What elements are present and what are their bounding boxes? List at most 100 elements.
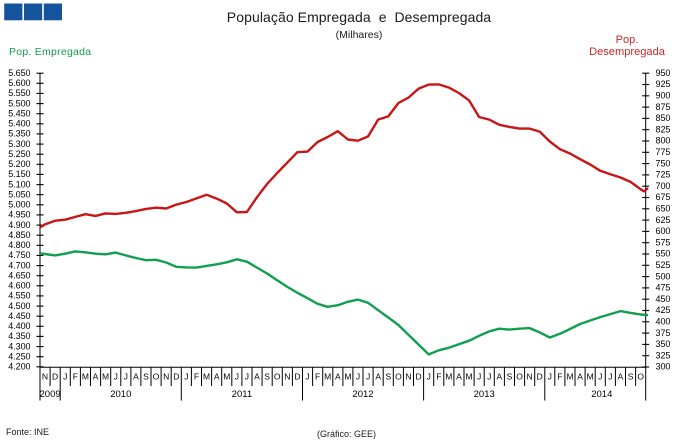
svg-text:J: J — [114, 372, 118, 382]
svg-text:O: O — [395, 372, 402, 382]
svg-text:4.450: 4.450 — [8, 311, 30, 321]
svg-text:J: J — [245, 372, 249, 382]
svg-text:4.800: 4.800 — [8, 240, 30, 250]
svg-text:800: 800 — [656, 136, 671, 146]
svg-text:A: A — [214, 372, 220, 382]
svg-text:M: M — [102, 372, 109, 382]
svg-text:5.500: 5.500 — [8, 98, 30, 108]
svg-text:2009: 2009 — [40, 389, 61, 400]
svg-text:5.050: 5.050 — [8, 189, 30, 199]
svg-text:2010: 2010 — [110, 389, 131, 400]
svg-text:M: M — [465, 372, 472, 382]
svg-text:F: F — [73, 372, 78, 382]
svg-text:325: 325 — [656, 350, 671, 360]
svg-text:D: D — [173, 372, 179, 382]
svg-text:M: M — [445, 372, 452, 382]
svg-text:N: N — [163, 372, 169, 382]
svg-text:475: 475 — [656, 283, 671, 293]
svg-text:5.600: 5.600 — [8, 78, 30, 88]
svg-text:M: M — [587, 372, 594, 382]
svg-text:S: S — [264, 372, 270, 382]
svg-text:4.250: 4.250 — [8, 351, 30, 361]
svg-text:5.350: 5.350 — [8, 129, 30, 139]
svg-text:2012: 2012 — [352, 389, 373, 400]
svg-text:S: S — [385, 372, 391, 382]
svg-text:D: D — [52, 372, 58, 382]
svg-text:4.550: 4.550 — [8, 291, 30, 301]
svg-text:850: 850 — [656, 113, 671, 123]
svg-text:575: 575 — [656, 237, 671, 247]
svg-text:F: F — [315, 372, 320, 382]
svg-text:J: J — [548, 372, 552, 382]
svg-text:900: 900 — [656, 91, 671, 101]
svg-text:775: 775 — [656, 147, 671, 157]
svg-text:4.850: 4.850 — [8, 230, 30, 240]
svg-text:4.750: 4.750 — [8, 250, 30, 260]
svg-text:4.950: 4.950 — [8, 210, 30, 220]
svg-text:4.350: 4.350 — [8, 331, 30, 341]
svg-text:O: O — [516, 372, 523, 382]
svg-text:950: 950 — [656, 68, 671, 78]
svg-text:F: F — [194, 372, 199, 382]
svg-text:J: J — [235, 372, 239, 382]
svg-text:375: 375 — [656, 328, 671, 338]
svg-text:500: 500 — [656, 271, 671, 281]
svg-text:725: 725 — [656, 170, 671, 180]
svg-text:5.450: 5.450 — [8, 108, 30, 118]
svg-text:F: F — [557, 372, 562, 382]
svg-text:4.300: 4.300 — [8, 341, 30, 351]
svg-text:F: F — [436, 372, 441, 382]
svg-text:425: 425 — [656, 305, 671, 315]
svg-text:5.200: 5.200 — [8, 159, 30, 169]
svg-text:S: S — [628, 372, 634, 382]
svg-text:600: 600 — [656, 226, 671, 236]
svg-text:5.400: 5.400 — [8, 119, 30, 129]
svg-text:450: 450 — [656, 294, 671, 304]
svg-text:5.150: 5.150 — [8, 169, 30, 179]
svg-text:M: M — [82, 372, 89, 382]
svg-text:A: A — [496, 372, 502, 382]
svg-text:2011: 2011 — [232, 389, 252, 400]
svg-text:400: 400 — [656, 317, 671, 327]
svg-text:A: A — [618, 372, 624, 382]
svg-text:A: A — [375, 372, 381, 382]
svg-text:A: A — [577, 372, 583, 382]
svg-text:550: 550 — [656, 249, 671, 259]
svg-text:J: J — [63, 372, 67, 382]
svg-text:4.650: 4.650 — [8, 270, 30, 280]
svg-text:5.000: 5.000 — [8, 200, 30, 210]
svg-text:5.100: 5.100 — [8, 179, 30, 189]
svg-text:825: 825 — [656, 124, 671, 134]
svg-text:J: J — [366, 372, 370, 382]
svg-text:J: J — [356, 372, 360, 382]
svg-text:2013: 2013 — [474, 389, 495, 400]
svg-text:4.900: 4.900 — [8, 220, 30, 230]
svg-text:4.600: 4.600 — [8, 281, 30, 291]
svg-text:5.300: 5.300 — [8, 139, 30, 149]
svg-text:5.550: 5.550 — [8, 88, 30, 98]
svg-text:J: J — [608, 372, 612, 382]
svg-text:750: 750 — [656, 158, 671, 168]
svg-text:A: A — [456, 372, 462, 382]
svg-text:J: J — [427, 372, 431, 382]
svg-text:875: 875 — [656, 102, 671, 112]
svg-text:N: N — [284, 372, 290, 382]
svg-text:J: J — [598, 372, 602, 382]
svg-text:M: M — [223, 372, 230, 382]
svg-text:J: J — [124, 372, 128, 382]
svg-text:M: M — [566, 372, 573, 382]
svg-text:D: D — [537, 372, 543, 382]
svg-text:A: A — [93, 372, 99, 382]
svg-text:2014: 2014 — [591, 389, 612, 400]
svg-text:J: J — [477, 372, 481, 382]
svg-text:4.400: 4.400 — [8, 321, 30, 331]
svg-text:S: S — [507, 372, 513, 382]
svg-text:A: A — [335, 372, 341, 382]
svg-text:700: 700 — [656, 181, 671, 191]
svg-text:625: 625 — [656, 215, 671, 225]
svg-text:O: O — [637, 372, 644, 382]
svg-text:J: J — [184, 372, 188, 382]
svg-text:925: 925 — [656, 79, 671, 89]
svg-text:300: 300 — [656, 362, 671, 372]
svg-text:N: N — [405, 372, 411, 382]
